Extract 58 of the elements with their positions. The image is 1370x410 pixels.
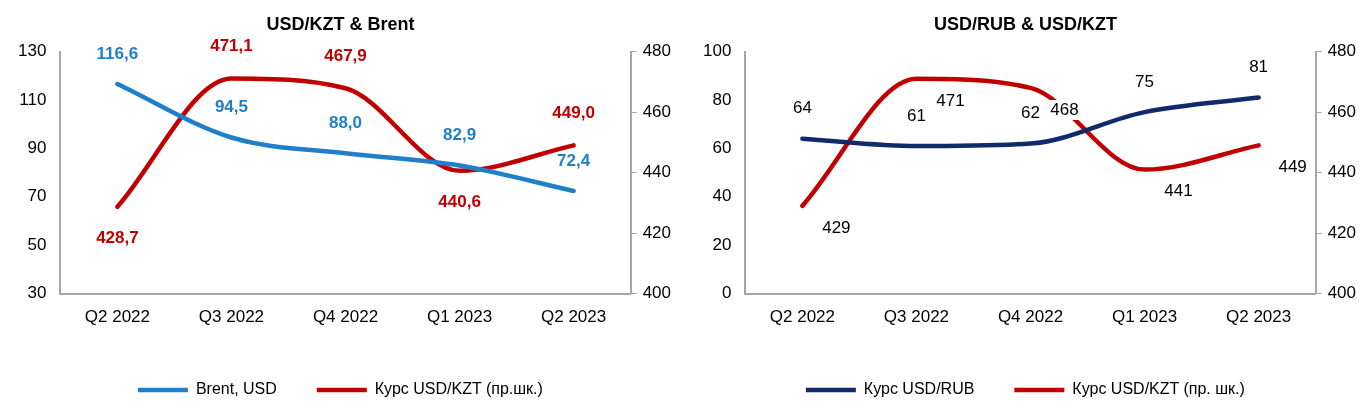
y-tick-label: 20 [712, 234, 732, 254]
y-tick-label: 100 [702, 41, 732, 61]
y-tick-label: 40 [712, 186, 732, 206]
x-tick-label: Q1 2023 [426, 307, 493, 327]
data-label: 441 [1164, 181, 1193, 201]
data-label: 468 [1050, 99, 1079, 119]
y-tick-label: 0 [721, 283, 732, 303]
x-tick-label: Q3 2022 [883, 307, 950, 327]
legend-label: Курс USD/KZT (пр. шк.) [1072, 380, 1245, 398]
legend-label: Курс USD/RUB [863, 380, 975, 398]
data-label: 471,1 [210, 36, 253, 56]
legend-label: Brent, USD [195, 380, 277, 398]
data-label: 72,4 [557, 150, 591, 170]
data-label: 82,9 [443, 125, 477, 145]
y2-tick-label: 440 [1327, 162, 1357, 182]
chart-title: USD/RUB & USD/KZT [934, 13, 1117, 34]
y2-tick-label: 400 [642, 283, 672, 303]
x-tick-label: Q3 2022 [198, 307, 265, 327]
x-tick-label: Q2 2023 [1225, 307, 1292, 327]
legend-label: Курс USD/KZT (пр.шк.) [374, 380, 543, 398]
x-tick-label: Q2 2022 [769, 307, 836, 327]
y2-tick-label: 460 [642, 101, 672, 121]
chart-title: USD/KZT & Brent [266, 13, 415, 34]
data-label: 64 [792, 98, 812, 118]
data-label: 449 [1278, 157, 1307, 177]
data-label: 61 [906, 105, 926, 125]
y2-tick-label: 460 [1327, 101, 1357, 121]
y2-tick-label: 480 [1327, 41, 1357, 61]
data-label: 81 [1249, 57, 1269, 77]
y-tick-label: 50 [27, 234, 47, 254]
x-tick-label: Q2 2022 [84, 307, 151, 327]
data-label: 116,6 [96, 43, 139, 63]
data-label: 75 [1135, 71, 1155, 91]
data-label: 62 [1021, 103, 1040, 123]
y2-tick-label: 440 [642, 162, 672, 182]
x-tick-label: Q2 2023 [540, 307, 607, 327]
y-tick-label: 60 [712, 138, 732, 158]
y2-tick-label: 400 [1327, 283, 1357, 303]
y-tick-label: 90 [27, 138, 47, 158]
data-label: 88,0 [328, 112, 363, 132]
data-label: 428,7 [96, 228, 139, 248]
y-tick-label: 80 [712, 89, 732, 109]
y-tick-label: 70 [27, 186, 47, 206]
data-label: 440,6 [438, 192, 481, 212]
x-tick-label: Q1 2023 [1111, 307, 1178, 327]
y2-tick-label: 480 [642, 41, 672, 61]
y-tick-label: 30 [27, 283, 47, 303]
y2-tick-label: 420 [1327, 222, 1357, 242]
x-tick-label: Q4 2022 [997, 307, 1064, 327]
y-tick-label: 110 [19, 89, 47, 109]
data-label: 449,0 [552, 103, 595, 123]
y-tick-label: 130 [17, 41, 47, 61]
x-tick-label: Q4 2022 [312, 307, 379, 327]
data-label: 429 [822, 217, 851, 237]
data-label: 94,5 [214, 97, 248, 117]
data-label: 467,9 [324, 45, 367, 65]
data-label: 471 [936, 90, 965, 110]
y2-tick-label: 420 [642, 222, 672, 242]
